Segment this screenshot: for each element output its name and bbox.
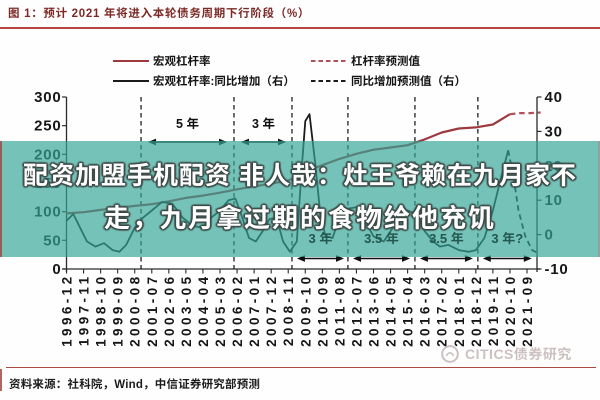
legend-label: 杠杆率预测值	[351, 56, 420, 68]
y-tick-label-left: 0	[52, 261, 61, 278]
x-tick-label: 1999-09	[111, 274, 126, 347]
annotation-label: 3.5 年	[364, 231, 399, 246]
legend-label: 宏观杠杆率	[153, 56, 211, 68]
legend-line-dashed-red	[311, 59, 347, 63]
legend-label: 同比增加预测值（右）	[351, 76, 466, 88]
y-tick-label-left: 300	[34, 89, 61, 106]
banner-right-edge	[598, 141, 600, 257]
x-tick-label: 2013-06	[367, 274, 382, 347]
watermark-text: CITICS债券研究	[465, 346, 572, 362]
legend-line-solid-red	[113, 59, 149, 63]
x-tick-label: 2007-12	[264, 274, 279, 347]
banner-left-edge	[0, 141, 2, 257]
citics-watermark: CITICS债券研究	[440, 344, 572, 364]
x-tick-label: 2001-07	[145, 274, 160, 347]
x-tick-label: 2008-11	[281, 274, 296, 347]
legend-item-leverage: 宏观杠杆率	[113, 53, 211, 69]
x-tick-label: 2017-02	[435, 274, 450, 347]
title-divider	[0, 27, 600, 29]
x-tick-label: 2005-03	[213, 274, 228, 347]
x-tick-label: 2012-07	[349, 274, 364, 347]
bottom-divider	[6, 367, 596, 369]
x-tick-label: 2010-09	[315, 274, 330, 347]
x-tick-label: 2009-10	[298, 274, 313, 347]
legend-item-yoy: 宏观杠杆率:同比增加（右）	[113, 73, 295, 89]
annotation-label: 3 年	[309, 231, 333, 246]
x-tick-label: 2011-08	[332, 274, 347, 347]
x-tick-label: 1998-10	[94, 274, 109, 347]
annotation-label: 3.5 年	[429, 231, 464, 246]
x-tick-label: 2014-05	[384, 274, 399, 347]
x-tick-label: 2002-06	[162, 274, 177, 347]
x-tick-label: 1996-12	[60, 274, 75, 347]
x-tick-label: 2006-02	[230, 274, 245, 347]
legend-line-dashed-black	[311, 79, 347, 83]
figure-title: 图 1：预计 2021 年将进入本轮债务周期下行阶段（%）	[8, 8, 311, 20]
overlay-banner-text-line1: 配资加盟手机配资 非人哉：灶王爷赖在九月家不	[23, 162, 577, 190]
x-tick-label: 2007-01	[247, 274, 262, 347]
legend-line-solid-black	[113, 79, 149, 83]
legend-label: 宏观杠杆率:同比增加（右）	[153, 76, 295, 88]
y-tick-label-right: -10	[545, 261, 569, 278]
overlay-banner-text-line2: 走，九月拿过期的食物给他充饥	[103, 203, 496, 233]
series-leverage-dashed	[509, 111, 541, 116]
annotation-label: 5 年	[176, 117, 199, 131]
x-tick-label: 2019-11	[486, 274, 501, 347]
x-tick-label: 2018-12	[469, 274, 484, 347]
x-tick-label: 2018-01	[452, 274, 467, 347]
y-tick-label-right: 40	[545, 89, 563, 106]
x-tick-label: 2021-09	[520, 274, 535, 347]
legend-item-leverage-forecast: 杠杆率预测值	[311, 53, 420, 69]
source-note: 资料来源：社科院，Wind，中信证券研究部预测	[9, 379, 261, 391]
x-tick-label: 2000-08	[128, 274, 143, 347]
x-tick-label: 2004-04	[196, 274, 211, 347]
overlay-banner	[0, 141, 600, 257]
y-tick-label-left: 250	[34, 118, 61, 135]
x-tick-label: 1997-11	[77, 274, 92, 347]
y-tick-label-right: 30	[545, 123, 563, 140]
x-tick-label: 2003-05	[179, 274, 194, 347]
x-tick-label: 2015-04	[401, 274, 416, 347]
annotation-label: 3 年?	[491, 231, 523, 246]
bottom-left-edge-mark	[0, 369, 2, 391]
legend-item-yoy-forecast: 同比增加预测值（右）	[311, 73, 466, 89]
citics-logo-icon	[441, 345, 459, 363]
annotation-label: 3 年	[252, 117, 275, 131]
x-tick-label: 2020-10	[503, 274, 518, 347]
x-tick-label: 2016-03	[418, 274, 433, 347]
